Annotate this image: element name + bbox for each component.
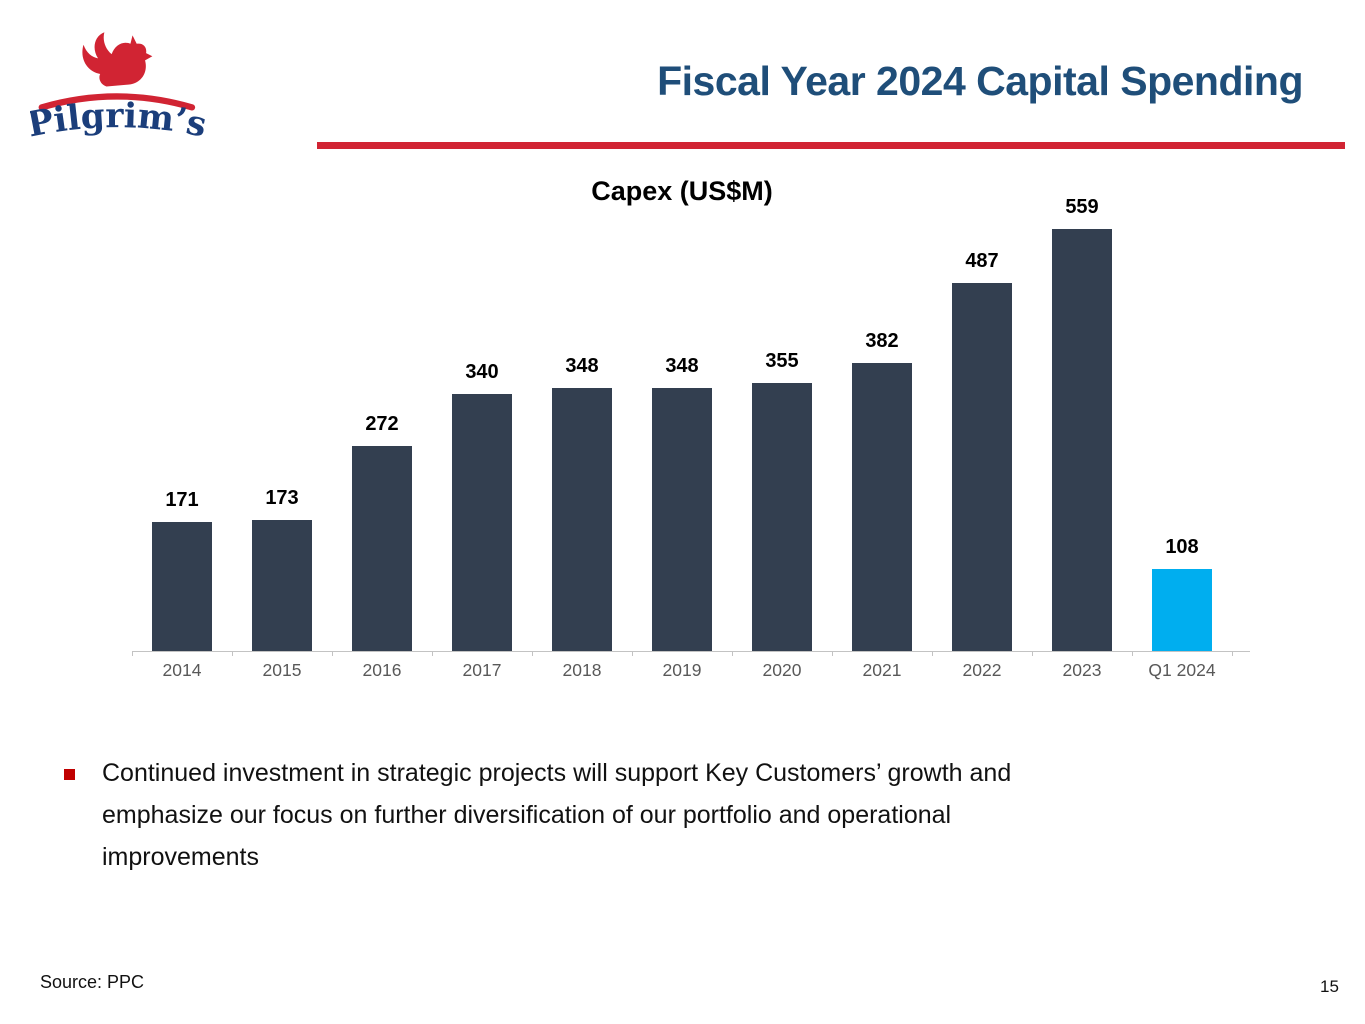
x-axis-label: 2014	[162, 660, 202, 680]
bar-2021	[852, 363, 912, 651]
chart-title: Capex (US$M)	[591, 176, 773, 206]
bar-value-label: 340	[465, 361, 499, 383]
bar-2020	[752, 383, 812, 651]
bar-2014	[152, 522, 212, 651]
axis-tick	[232, 651, 233, 656]
title-underline	[317, 142, 1345, 149]
axis-tick	[932, 651, 933, 656]
x-axis-label: 2020	[762, 660, 802, 680]
x-axis-label: 2019	[662, 660, 702, 680]
bar-value-label: 355	[765, 350, 799, 372]
bar-2016	[352, 446, 412, 651]
x-axis-label: 2016	[362, 660, 402, 680]
axis-tick	[632, 651, 633, 656]
bar-value-label: 487	[965, 250, 999, 272]
axis-tick	[532, 651, 533, 656]
x-axis-label: 2017	[462, 660, 502, 680]
axis-tick	[1132, 651, 1133, 656]
x-axis-label: 2015	[262, 660, 302, 680]
bar-value-label: 559	[1065, 196, 1099, 218]
page-number: 15	[1320, 977, 1339, 996]
bar-q1-2024	[1152, 569, 1212, 651]
logo-wordmark: Pilgrim’s	[30, 96, 210, 145]
bar-value-label: 173	[265, 487, 299, 509]
bar-value-label: 348	[665, 355, 699, 377]
pilgrims-logo: Pilgrim’s	[24, 26, 210, 146]
bar-value-label: 108	[1165, 536, 1199, 558]
bar-value-label: 272	[365, 413, 399, 435]
source-note: Source: PPC	[40, 972, 145, 992]
x-axis-label: 2018	[562, 660, 602, 680]
axis-tick	[132, 651, 133, 656]
axis-tick	[1232, 651, 1233, 656]
bar-2022	[952, 283, 1012, 651]
bar-2019	[652, 388, 712, 651]
bullet-text: Continued investment in strategic projec…	[102, 759, 1012, 871]
bar-value-label: 171	[165, 489, 199, 511]
bar-2023	[1052, 229, 1112, 651]
x-axis-label: 2021	[862, 660, 902, 680]
axis-tick	[732, 651, 733, 656]
bullet-marker-icon	[64, 769, 75, 780]
axis-tick	[1032, 651, 1033, 656]
bar-2015	[252, 520, 312, 651]
rooster-icon	[82, 32, 153, 87]
x-axis-label: Q1 2024	[1148, 660, 1216, 680]
pilgrims-logo-svg: Pilgrim’s	[24, 32, 210, 146]
axis-tick	[332, 651, 333, 656]
axis-tick	[432, 651, 433, 656]
x-axis-label: 2022	[962, 660, 1002, 680]
bar-value-label: 348	[565, 355, 599, 377]
bar-2017	[452, 394, 512, 651]
bar-2018	[552, 388, 612, 651]
x-axis-line	[132, 651, 1250, 652]
axis-tick	[832, 651, 833, 656]
logo-arc-icon	[38, 93, 196, 111]
slide-title: Fiscal Year 2024 Capital Spending	[657, 58, 1303, 104]
bar-value-label: 382	[865, 330, 899, 352]
bar-plot: 171 2014 173 2015 272 2016 340 2017 348 2018 348 20…	[132, 196, 1250, 680]
x-axis-label: 2023	[1062, 660, 1102, 680]
